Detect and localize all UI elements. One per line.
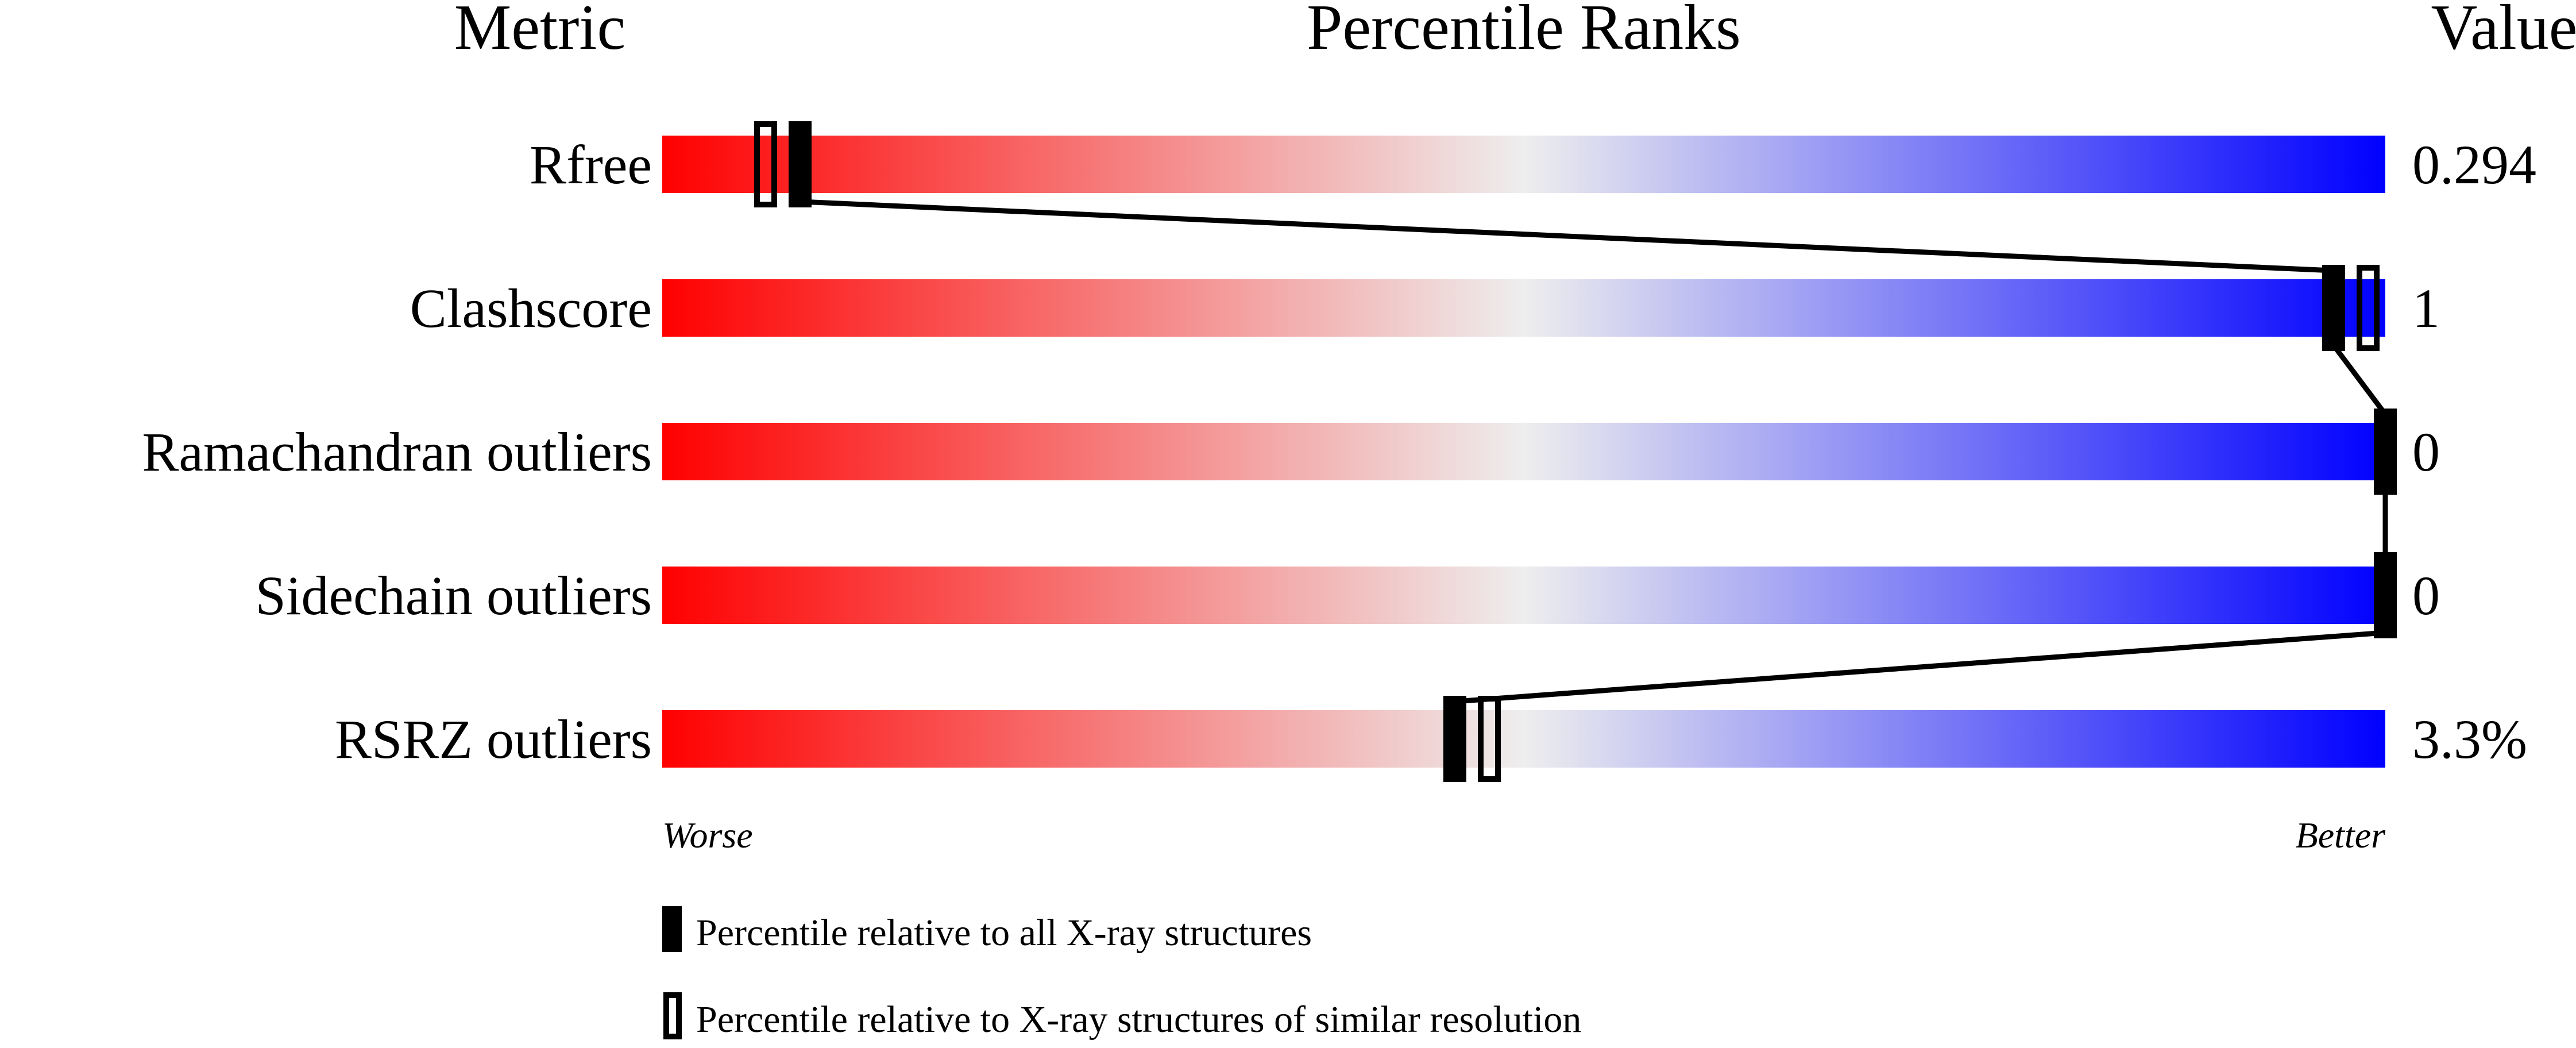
metric-value: 1 (2412, 278, 2440, 339)
metric-value: 3.3% (2412, 708, 2527, 770)
metric-label: Clashscore (410, 278, 652, 339)
header-metric: Metric (454, 0, 626, 63)
all-structures-marker (2322, 265, 2345, 351)
metric-label: Sidechain outliers (255, 565, 652, 626)
metric-label: RSRZ outliers (335, 708, 652, 770)
percentile-bar (662, 136, 2385, 193)
all-structures-marker (789, 121, 812, 207)
all-structures-marker (2374, 552, 2397, 638)
legend-filled-marker (662, 906, 682, 952)
metric-value: 0.294 (2412, 134, 2536, 195)
axis-label-worse: Worse (662, 815, 753, 856)
percentile-bar (662, 279, 2385, 337)
metric-value: 0 (2412, 565, 2440, 626)
legend-open-marker (663, 992, 682, 1039)
similar-resolution-marker (2357, 265, 2380, 351)
metric-value: 0 (2412, 421, 2440, 483)
percentile-bar (662, 423, 2385, 480)
connector-line (2331, 344, 2388, 416)
similar-resolution-marker (754, 121, 777, 207)
percentile-bar (662, 567, 2385, 624)
legend-filled-label: Percentile relative to all X-ray structu… (696, 912, 1312, 954)
legend-open-label: Percentile relative to X-ray structures … (696, 999, 1581, 1041)
header-value: Value (2431, 0, 2576, 63)
connector-line (800, 199, 2334, 273)
all-structures-marker (2374, 409, 2397, 495)
all-structures-marker (1443, 696, 1466, 782)
connector-line (1454, 630, 2386, 704)
axis-label-better: Better (2296, 815, 2386, 856)
metric-label: Ramachandran outliers (142, 421, 652, 483)
metric-label: Rfree (530, 134, 652, 195)
header-percentile-ranks: Percentile Ranks (1307, 0, 1741, 63)
percentile-bar (662, 710, 2385, 768)
similar-resolution-marker (1478, 696, 1501, 782)
